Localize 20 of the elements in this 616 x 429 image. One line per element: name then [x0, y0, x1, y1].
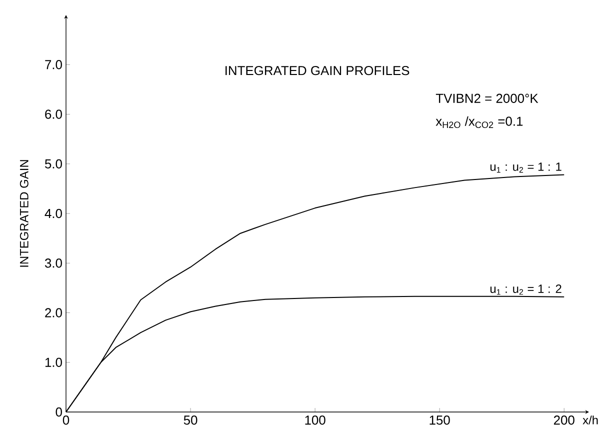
y-tick-label: 7.0: [45, 60, 62, 70]
y-tick-label: 4.0: [44, 208, 62, 218]
y-tick-label: 1.0: [45, 358, 62, 367]
y-tick-label: 5.0: [44, 159, 62, 168]
x-tick-label: 100: [305, 416, 326, 425]
x-tick-label: 0: [62, 416, 70, 425]
y-tick-label: 2.0: [45, 308, 62, 318]
x-tick-label: 50: [184, 416, 198, 425]
y-tick-label: 6.0: [45, 110, 62, 119]
x-tick-label: 200: [554, 416, 574, 425]
annotation: x$_{H2O}$ /x$_{CO2}$ =0.1: [436, 116, 523, 128]
y-axis-title: INTEGRATED GAIN: [20, 160, 28, 267]
series-label: u$_{1}$ : u$_{2}$ = 1 : 1: [490, 162, 562, 173]
y-tick-label: 3.0: [44, 258, 62, 268]
series-label: u$_{1}$ : u$_{2}$ = 1 : 2: [490, 284, 562, 295]
annotation: TVIBN2 = 2000°K: [436, 94, 538, 103]
x-tick-label: 150: [430, 416, 450, 425]
text: INTEGRATED GAIN PROFILES: [226, 66, 410, 76]
x-axis-title: x/h: [582, 416, 598, 424]
y-tick-label: 0: [56, 407, 62, 417]
